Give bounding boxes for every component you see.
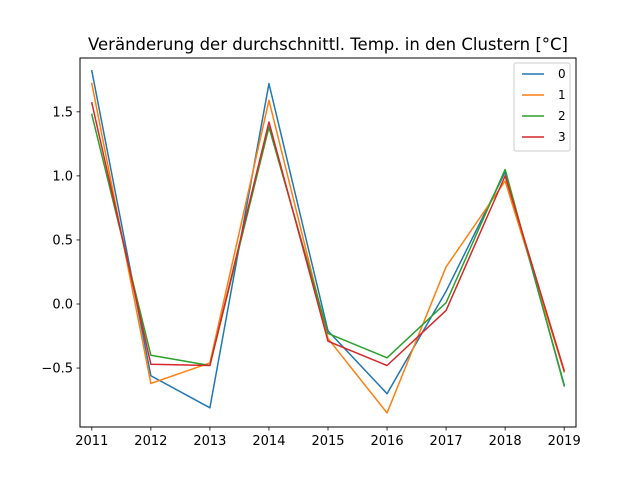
series-line-3 — [90, 101, 566, 372]
y-tick-label: −0.5 — [41, 362, 73, 377]
x-tick-label: 2015 — [311, 434, 344, 449]
x-tick-label: 2017 — [430, 434, 463, 449]
x-tick-label: 2016 — [371, 434, 404, 449]
x-tick-label: 2011 — [75, 434, 108, 449]
legend-label-2: 2 — [558, 109, 566, 123]
y-tick-label: 0.0 — [52, 298, 73, 313]
legend: 0 1 2 3 — [513, 62, 571, 152]
legend-label-0: 0 — [558, 67, 566, 81]
y-tick-label: 1.0 — [52, 169, 73, 184]
series-line-2 — [90, 113, 566, 387]
plot-area-frame — [79, 57, 577, 428]
y-tick-label: 0.5 — [52, 233, 73, 248]
chart-title: Veränderung der durchschnittl. Temp. in … — [88, 35, 568, 54]
x-tick-label: 2013 — [193, 434, 226, 449]
y-axis: −0.5 0.0 0.5 1.0 1.5 — [41, 105, 80, 377]
legend-label-1: 1 — [558, 88, 566, 102]
series-layer — [90, 69, 566, 414]
x-tick-label: 2018 — [489, 434, 522, 449]
y-tick-label: 1.5 — [52, 105, 73, 120]
x-tick-label: 2014 — [252, 434, 285, 449]
x-axis: 2011 2012 2013 2014 2015 2016 2017 2018 2019 — [75, 427, 581, 449]
x-tick-label: 2012 — [134, 434, 167, 449]
legend-label-3: 3 — [558, 130, 566, 144]
legend-box — [513, 62, 571, 152]
x-tick-label: 2019 — [548, 434, 581, 449]
series-line-1 — [90, 82, 566, 414]
